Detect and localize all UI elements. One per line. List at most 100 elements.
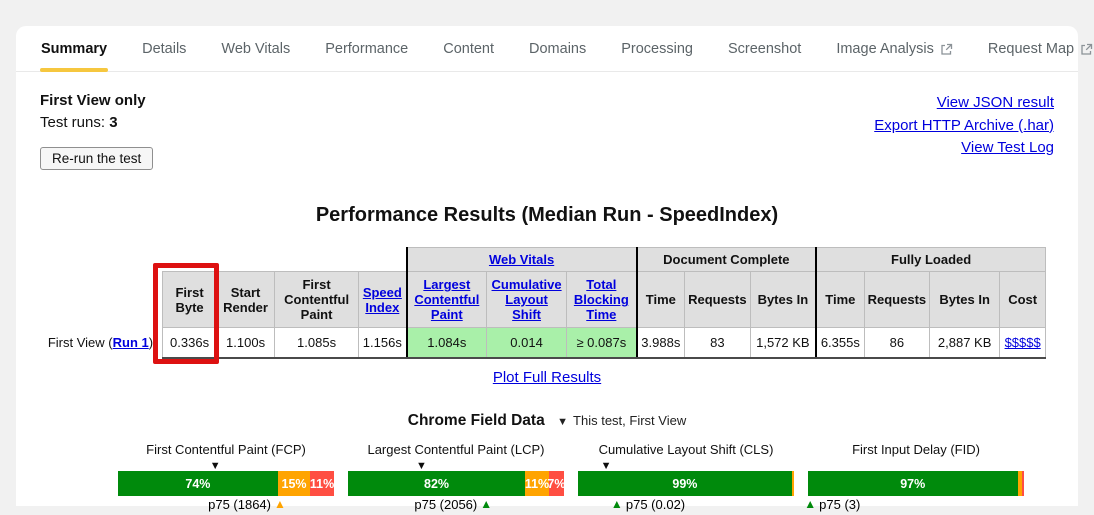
tab-content[interactable]: Content <box>442 26 495 71</box>
p75-label: p75 (2056) <box>414 497 478 512</box>
field-data-scope-selector[interactable]: ▼ This test, First View <box>557 413 686 428</box>
results-card: Summary Details Web Vitals Performance C… <box>16 26 1093 512</box>
test-runs-label: Test runs: <box>40 114 106 131</box>
bar-segment-poor: 7% <box>547 471 564 496</box>
tab-label: Summary <box>41 41 108 57</box>
test-runs-value: 3 <box>109 114 118 131</box>
test-runs: Test runs: 3 <box>40 114 153 131</box>
view-mode-label: First View only <box>40 92 146 109</box>
cost-link[interactable]: $$$$$ <box>1004 335 1041 350</box>
col-first-contentful-paint: First Contentful Paint <box>274 271 360 328</box>
view-test-log-link[interactable]: View Test Log <box>961 139 1054 156</box>
tab-processing[interactable]: Processing <box>620 26 694 71</box>
group-header-web-vitals: Web Vitals <box>405 247 638 272</box>
bar-segment-good: 82% <box>348 471 526 496</box>
p75-marker: ▲ <box>274 497 286 511</box>
p75-label: p75 (1864) <box>208 497 271 512</box>
view-json-link[interactable]: View JSON result <box>936 94 1054 111</box>
tab-summary[interactable]: Summary <box>40 26 109 72</box>
external-link-icon <box>941 43 953 55</box>
bar-segment-poor <box>1021 471 1024 496</box>
col-total-blocking-time: Total Blocking Time <box>566 271 638 328</box>
export-har-link[interactable]: Export HTTP Archive (.har) <box>874 116 1054 134</box>
field-data-charts: First Contentful Paint (FCP) ▼ 74% 15% 11%… <box>40 442 1054 515</box>
this-test-marker: ▼ <box>415 460 427 472</box>
col-fl-bytes-in: Bytes In <box>929 271 1001 328</box>
test-info: First View only Test runs: 3 Re-run the … <box>40 92 154 170</box>
col-dc-bytes-in: Bytes In <box>749 271 817 328</box>
results-title: Performance Results (Median Run - SpeedI… <box>315 204 779 226</box>
active-tab-underline <box>40 68 109 72</box>
dropdown-arrow-icon: ▼ <box>557 416 569 428</box>
col-first-byte: First Byte <box>162 271 218 328</box>
plot-full-results-link[interactable]: Plot Full Results <box>492 369 602 386</box>
col-largest-contentful-paint: Largest Contentful Paint <box>405 271 488 328</box>
fid-chart: First Input Delay (FID) 97% ▲ p75 (3) <box>804 442 1024 515</box>
tab-image-analysis[interactable]: Image Analysis <box>835 26 954 71</box>
value-fl-bytes-in: 2,887 KB <box>929 327 1001 359</box>
web-vitals-link[interactable]: Web Vitals <box>488 252 555 267</box>
value-cumulative-layout-shift: 0.014 <box>486 327 568 359</box>
bar-segment-poor: 11% <box>310 471 334 496</box>
value-dc-time: 3.988s <box>635 327 686 359</box>
group-header-spacer <box>48 248 407 272</box>
lcp-chart: Largest Contentful Paint (LCP) ▼ 82% 11% 7… <box>348 442 564 515</box>
speed-index-link[interactable]: Speed Index <box>362 284 402 315</box>
results-table: Web Vitals Document Complete Fully Loade… <box>48 247 1047 359</box>
cls-chart: Cumulative Layout Shift (CLS) ▼ 99% ▲ p75… <box>578 442 794 515</box>
tab-label: Performance <box>325 41 409 57</box>
value-cost: $$$$$ <box>999 327 1047 359</box>
tab-label: Request Map <box>987 41 1075 57</box>
tab-details[interactable]: Details <box>141 26 187 71</box>
tab-label: Web Vitals <box>221 41 291 57</box>
col-fl-requests: Requests <box>863 271 931 328</box>
group-header-row: Web Vitals Document Complete Fully Loade… <box>48 247 1047 272</box>
p75-label: p75 (3) <box>819 497 861 512</box>
chrome-field-data-header: Chrome Field Data ▼ This test, First View <box>40 412 1054 430</box>
col-cost: Cost <box>999 271 1047 328</box>
tbt-link[interactable]: Total Blocking Time <box>573 277 629 322</box>
tab-label: Processing <box>621 41 693 57</box>
chart-title: Largest Contentful Paint (LCP) <box>367 442 545 457</box>
results-table-wrap: Web Vitals Document Complete Fully Loade… <box>48 247 1047 364</box>
col-dc-requests: Requests <box>684 271 751 328</box>
chart-title: Cumulative Layout Shift (CLS) <box>598 442 774 457</box>
tab-label: Domains <box>529 41 587 57</box>
value-total-blocking-time: ≥ 0.087s <box>566 327 638 359</box>
value-first-contentful-paint: 1.085s <box>274 327 360 359</box>
stacked-bar: 74% 15% 11% <box>118 471 334 496</box>
bar-segment-needs_improvement: 11% <box>525 471 549 496</box>
col-speed-index: Speed Index <box>358 271 408 328</box>
col-fl-time: Time <box>815 271 865 328</box>
tab-label: Screenshot <box>727 41 802 57</box>
tab-performance[interactable]: Performance <box>324 26 409 71</box>
tab-screenshot[interactable]: Screenshot <box>727 26 802 71</box>
col-start-render: Start Render <box>216 271 276 328</box>
tab-request-map[interactable]: Request Map <box>987 26 1094 71</box>
rerun-test-button[interactable]: Re-run the test <box>40 147 154 170</box>
col-dc-time: Time <box>635 271 686 328</box>
column-header-row: First Byte Start Render First Contentful… <box>48 271 1047 328</box>
run-1-link[interactable]: Run 1 <box>112 335 149 351</box>
value-largest-contentful-paint: 1.084s <box>405 327 488 359</box>
value-first-byte: 0.336s <box>162 327 218 359</box>
bar-segment-needs_improvement <box>791 471 794 496</box>
tab-domains[interactable]: Domains <box>528 26 587 71</box>
cls-link[interactable]: Cumulative Layout Shift <box>491 277 562 322</box>
value-dc-requests: 83 <box>684 327 751 359</box>
chrome-field-data-title: Chrome Field Data <box>407 412 545 429</box>
chart-title: First Contentful Paint (FCP) <box>146 442 306 457</box>
tab-label: Content <box>443 41 495 57</box>
external-link-icon <box>1081 43 1093 55</box>
table-row: First View (Run 1) 0.336s 1.100s 1.085s … <box>48 327 1047 359</box>
bar-segment-good: 74% <box>118 471 278 496</box>
p75-marker: ▲ <box>480 497 493 511</box>
bar-segment-good: 99% <box>578 471 792 496</box>
fcp-chart: First Contentful Paint (FCP) ▼ 74% 15% 11%… <box>118 442 334 515</box>
chart-title: First Input Delay (FID) <box>852 442 980 457</box>
result-links: View JSON result Export HTTP Archive (.h… <box>874 92 1054 170</box>
p75-label: p75 (0.02) <box>625 497 686 512</box>
tab-web-vitals[interactable]: Web Vitals <box>220 26 291 71</box>
lcp-link[interactable]: Largest Contentful Paint <box>414 277 480 322</box>
value-fl-time: 6.355s <box>815 327 865 359</box>
